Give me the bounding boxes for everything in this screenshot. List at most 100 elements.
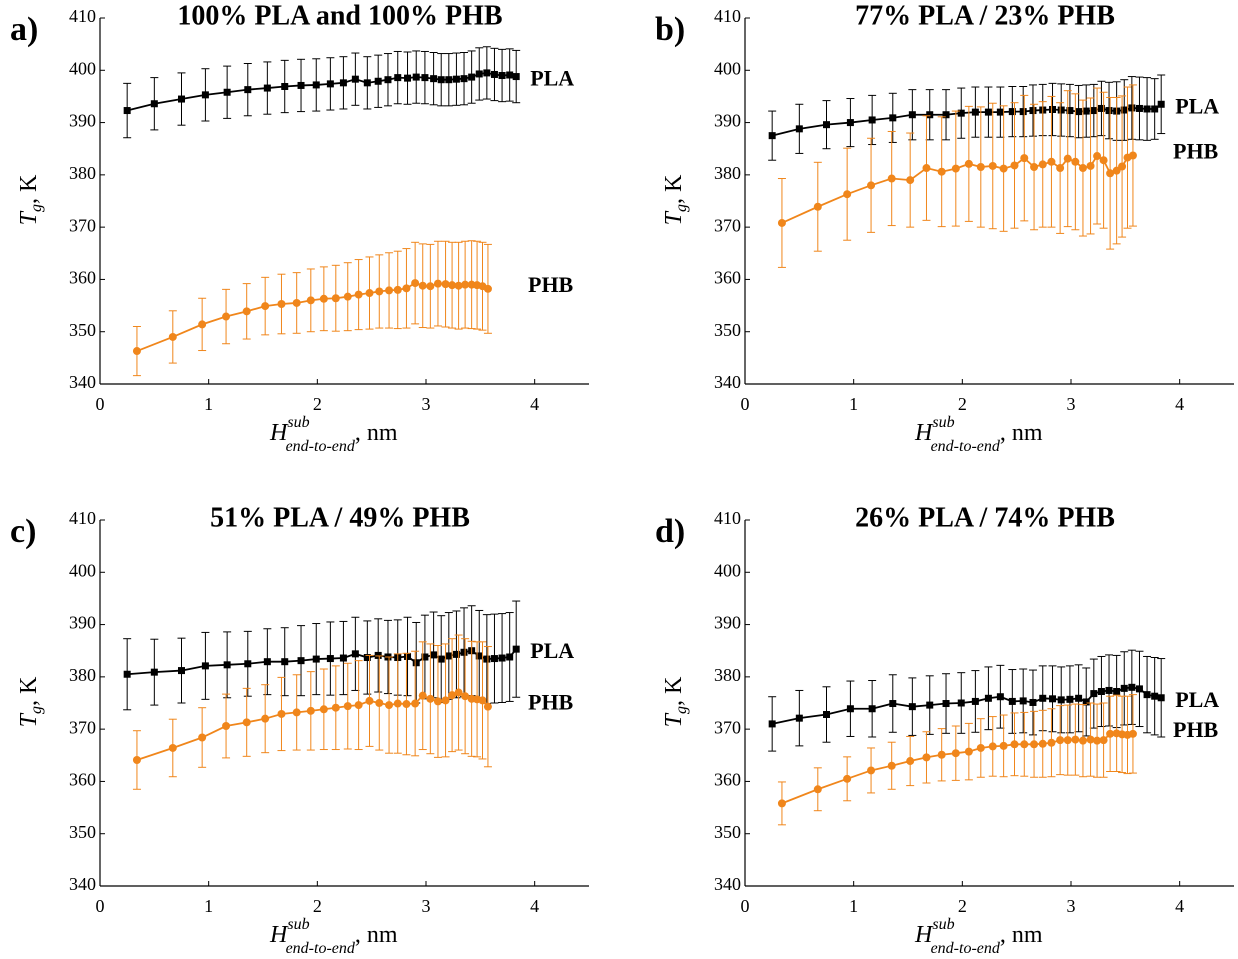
point [384,76,392,84]
point [957,699,965,707]
point [1008,108,1016,116]
y-tick-label: 360 [69,268,96,288]
x-tick-label: 0 [96,896,105,916]
y-tick-label: 370 [69,717,96,737]
x-label-unit: , nm [355,420,398,446]
point [1128,104,1136,112]
point [418,281,427,290]
point [445,652,453,660]
point [867,766,876,775]
point [1057,106,1065,114]
x-tick-label: 4 [530,394,539,414]
x-tick-label: 0 [96,394,105,414]
point [823,121,830,129]
y-tick-label: 340 [69,874,96,894]
point [375,699,384,707]
point [198,320,207,329]
point [437,655,445,663]
point [475,70,483,78]
y-tick-label: 360 [714,268,741,288]
point [971,108,979,116]
point [244,86,252,94]
point [223,88,231,96]
y-tick-label: 360 [69,770,96,790]
point [375,287,384,296]
point [976,163,985,172]
point [277,300,286,309]
point [461,280,470,289]
point [483,284,492,293]
point [1093,152,1102,161]
x-axis-label: Hsub end-to-end, nm [269,414,398,455]
point [483,69,491,77]
series-label: PHB [528,272,574,297]
point [393,699,402,708]
point [906,757,915,766]
point [908,111,916,119]
point [1047,157,1056,166]
point [430,75,438,83]
point [132,755,141,764]
point [996,693,1004,701]
point [1066,695,1074,703]
point [843,190,852,199]
y-tick-label: 410 [69,508,96,528]
point [222,722,231,731]
y-tick-label: 400 [714,560,741,580]
point [1120,684,1128,692]
y-tick-label: 380 [69,163,96,183]
x-tick-label: 2 [958,394,967,414]
point [222,312,231,321]
x-label-unit: , nm [1000,420,1043,446]
x-tick-label: 1 [849,896,858,916]
point [263,84,271,92]
point [1049,106,1057,113]
y-tick-label: 400 [69,58,96,78]
point [326,655,334,663]
series-label: PLA [530,638,574,663]
point [281,82,289,90]
point [971,697,979,705]
y-label-symbol: T [661,712,687,727]
point [1143,691,1151,699]
point [402,700,411,709]
point [339,79,347,87]
point [461,692,470,701]
y-label-subscript: g [673,204,690,212]
point [1097,104,1105,112]
point [394,74,402,82]
series: PLA [768,649,1219,752]
point [1157,100,1165,108]
point [201,662,209,670]
point [319,705,328,714]
y-axis-label: Tg, K [661,676,690,727]
chart-title: 77% PLA / 23% PHB [855,0,1115,31]
point [393,285,402,294]
point [1090,107,1098,115]
y-label-unit: , K [16,174,42,204]
y-tick-label: 370 [714,215,741,235]
x-tick-label: 2 [958,896,967,916]
point [374,651,382,659]
x-tick-label: 3 [422,896,431,916]
point [777,218,786,227]
point [331,703,340,712]
point [1093,736,1102,745]
x-tick-label: 3 [1067,896,1076,916]
point [951,749,960,758]
point [937,167,946,176]
point [988,742,997,751]
point [426,694,435,703]
point [490,655,498,663]
point [437,76,445,84]
point [1063,736,1072,745]
point [1086,735,1095,744]
y-tick-label: 340 [714,874,741,894]
point [242,307,251,316]
point [1157,694,1165,702]
point [964,747,973,756]
point [433,697,442,706]
point [942,700,950,708]
point [1078,736,1087,745]
point [1019,108,1027,116]
